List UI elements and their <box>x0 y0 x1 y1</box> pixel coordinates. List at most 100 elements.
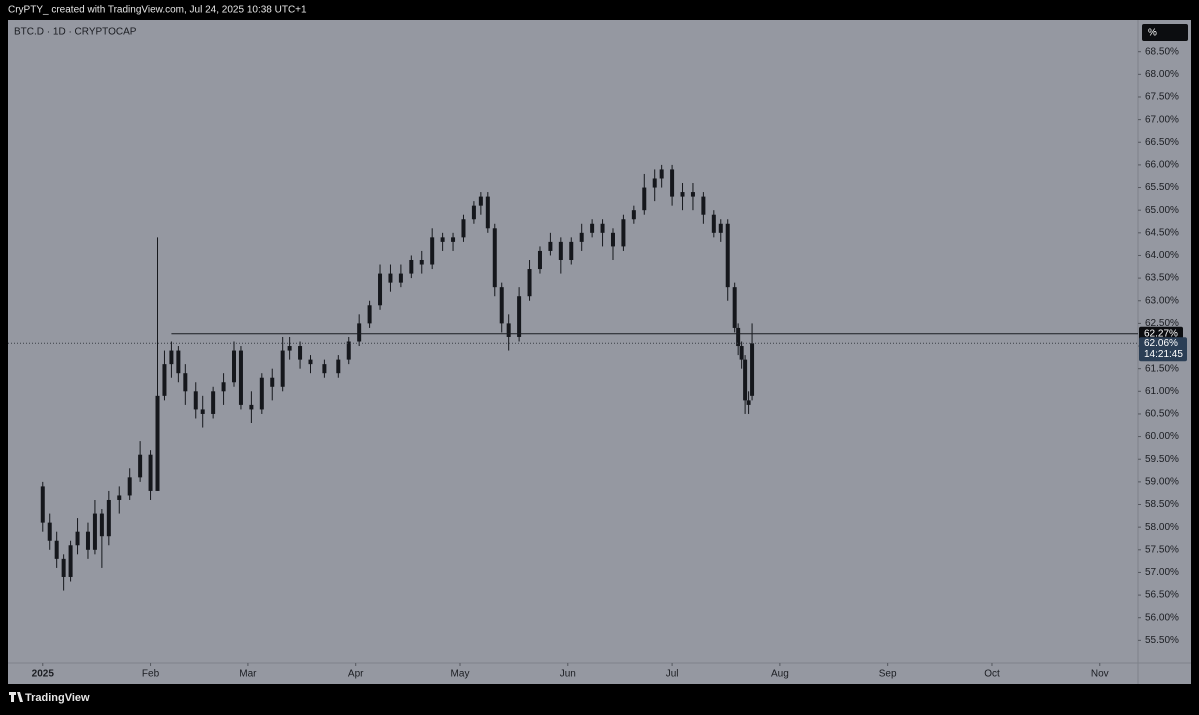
candle-body <box>162 364 167 396</box>
candle-body <box>346 341 351 360</box>
last-price-label: 62.06% <box>1144 338 1178 349</box>
candle-body <box>176 350 181 374</box>
y-tick-label: 61.00% <box>1145 386 1179 397</box>
candle-body <box>736 327 741 347</box>
candle-body <box>746 400 751 405</box>
candle-body <box>280 350 285 387</box>
candle-body <box>378 273 383 306</box>
candle-body <box>322 364 327 374</box>
candle-body <box>117 495 122 500</box>
y-tick-label: 60.50% <box>1145 409 1179 420</box>
candle-body <box>750 343 755 396</box>
y-tick-label: 64.50% <box>1145 227 1179 238</box>
brand-name: TradingView <box>25 692 90 704</box>
candle-body <box>517 296 522 337</box>
y-tick-label: 64.00% <box>1145 250 1179 261</box>
candle-body <box>590 223 595 233</box>
candle-body <box>506 323 511 337</box>
candle-body <box>92 513 97 550</box>
candle-body <box>211 391 216 414</box>
candle-body <box>430 237 435 265</box>
candle-body <box>701 196 706 215</box>
candle-body <box>690 192 695 197</box>
candle-body <box>451 237 456 242</box>
chart-panel <box>8 20 1191 684</box>
candle-body <box>642 187 647 211</box>
candle-body <box>409 259 414 274</box>
candle-body <box>478 196 483 206</box>
candle-body <box>308 359 313 365</box>
last-price-box <box>1139 337 1187 362</box>
candle-body <box>499 287 504 324</box>
y-tick-label: 55.50% <box>1145 635 1179 646</box>
candle-body <box>61 558 66 577</box>
brand-logo <box>9 692 23 702</box>
candle-body <box>743 359 748 401</box>
unit-box <box>1142 24 1188 41</box>
candle-body <box>85 531 90 550</box>
x-tick-label: Mar <box>239 669 257 680</box>
y-tick-label: 58.00% <box>1145 522 1179 533</box>
candle-body <box>367 305 372 324</box>
candle-body <box>68 545 73 577</box>
candle-body <box>155 395 160 491</box>
candle-body <box>492 228 497 288</box>
x-tick-label: Oct <box>984 669 1000 680</box>
x-tick-label: Nov <box>1091 669 1109 680</box>
countdown-label: 14:21:45 <box>1144 349 1183 360</box>
candle-body <box>40 486 45 523</box>
y-tick-label: 63.50% <box>1145 273 1179 284</box>
candle-body <box>183 373 188 392</box>
candle-body <box>259 377 264 410</box>
candle-body <box>739 346 744 360</box>
plot <box>40 164 755 591</box>
x-tick-label: Apr <box>348 669 364 680</box>
candle-body <box>127 477 132 496</box>
y-tick-label: 59.50% <box>1145 454 1179 465</box>
y-tick-label: 56.50% <box>1145 590 1179 601</box>
candle-body <box>54 540 59 559</box>
candle-body <box>579 232 584 242</box>
header-text: CryPTY_ created with TradingView.com, Ju… <box>8 5 307 16</box>
candle-body <box>485 196 490 229</box>
y-tick-label: 67.00% <box>1145 114 1179 125</box>
candle-body <box>193 391 198 410</box>
candle-body <box>200 409 205 414</box>
price-line-box <box>1139 326 1183 341</box>
candle-body <box>298 346 303 360</box>
y-tick-label: 58.50% <box>1145 499 1179 510</box>
y-tick-label: 57.50% <box>1145 544 1179 555</box>
candle-body <box>680 192 685 197</box>
x-tick-label: Feb <box>142 669 160 680</box>
candle-body <box>718 223 723 233</box>
price-line-label: 62.27% <box>1144 328 1178 339</box>
y-tick-label: 68.50% <box>1145 46 1179 57</box>
candle-body <box>75 531 80 546</box>
x-tick-label: Aug <box>771 669 789 680</box>
y-tick-label: 59.00% <box>1145 477 1179 488</box>
candle-body <box>419 259 424 265</box>
x-tick-label: Jun <box>560 669 576 680</box>
y-tick-label: 57.00% <box>1145 567 1179 578</box>
y-tick-label: 66.50% <box>1145 137 1179 148</box>
candle-body <box>471 205 476 220</box>
candle-body <box>440 237 445 242</box>
y-tick-label: 56.00% <box>1145 612 1179 623</box>
candle-body <box>621 219 626 247</box>
candle-body <box>569 241 574 260</box>
candle-body <box>221 382 226 392</box>
y-tick-label: 63.00% <box>1145 295 1179 306</box>
candle-body <box>336 359 341 374</box>
candle-body <box>99 513 104 537</box>
candle-body <box>398 273 403 283</box>
candle-body <box>711 214 716 233</box>
y-tick-label: 60.00% <box>1145 431 1179 442</box>
candle-body <box>537 250 542 270</box>
candle-body <box>249 404 254 410</box>
candle-body <box>610 232 615 247</box>
x-tick-label: Jul <box>666 669 679 680</box>
candle-body <box>631 210 636 220</box>
candle-body <box>461 219 466 238</box>
